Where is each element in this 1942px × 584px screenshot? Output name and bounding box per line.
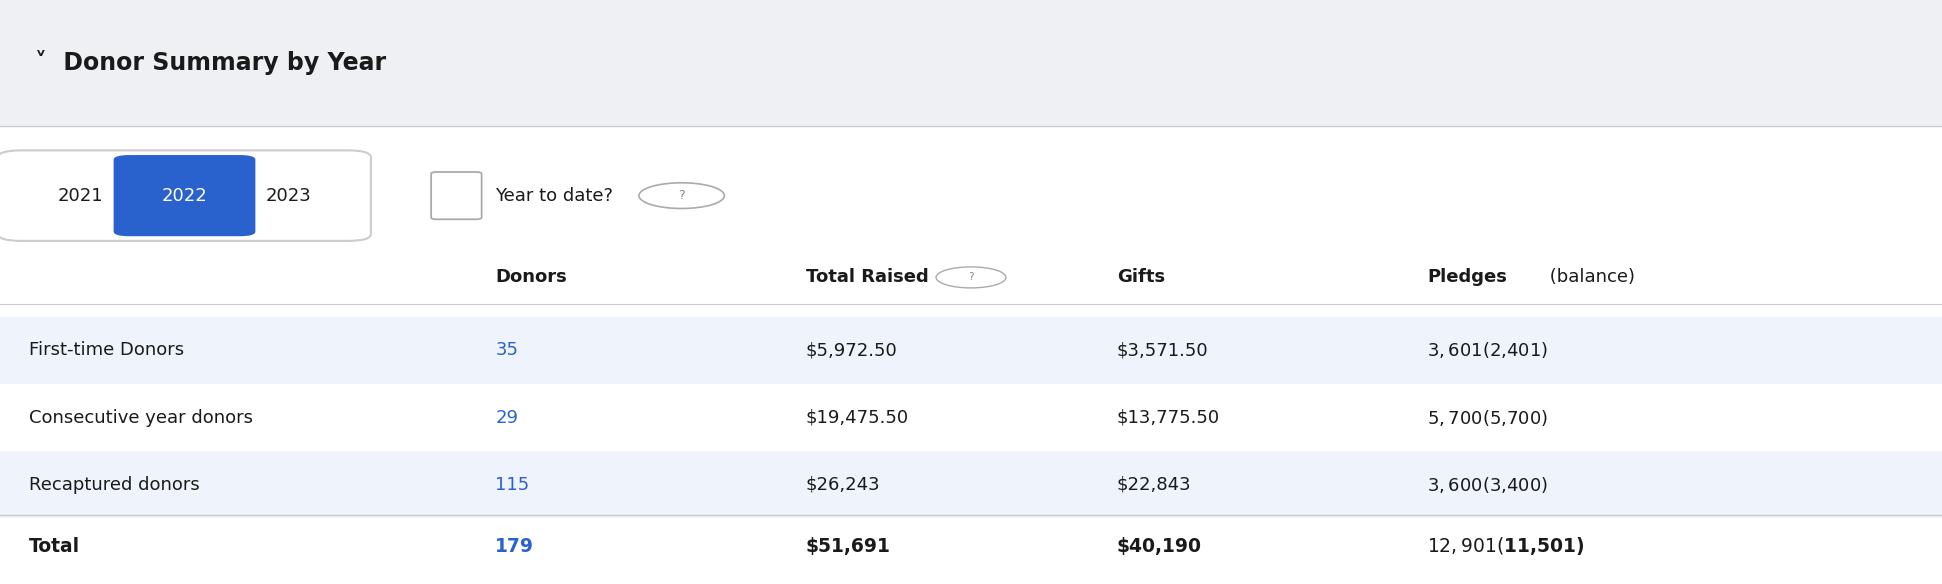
Text: (balance): (balance) xyxy=(1544,269,1635,286)
Text: ?: ? xyxy=(969,272,973,283)
Text: Year to date?: Year to date? xyxy=(495,187,614,204)
Text: 29: 29 xyxy=(495,409,519,426)
FancyBboxPatch shape xyxy=(0,317,1942,384)
Text: 2022: 2022 xyxy=(161,187,208,204)
FancyBboxPatch shape xyxy=(431,172,482,219)
Text: $3,600 ($3,400): $3,600 ($3,400) xyxy=(1427,475,1548,495)
Text: $3,571.50: $3,571.50 xyxy=(1117,342,1208,359)
Text: Total: Total xyxy=(29,537,80,555)
FancyBboxPatch shape xyxy=(0,0,1942,126)
Text: $12,901 ($11,501): $12,901 ($11,501) xyxy=(1427,535,1585,557)
Text: $13,775.50: $13,775.50 xyxy=(1117,409,1220,426)
Text: Pledges: Pledges xyxy=(1427,269,1507,286)
Text: $26,243: $26,243 xyxy=(806,476,880,493)
FancyBboxPatch shape xyxy=(0,451,1942,519)
Text: ?: ? xyxy=(678,189,686,202)
Text: $5,700 ($5,700): $5,700 ($5,700) xyxy=(1427,408,1548,427)
Text: ˅  Donor Summary by Year: ˅ Donor Summary by Year xyxy=(35,50,386,75)
Text: $40,190: $40,190 xyxy=(1117,537,1202,555)
Text: Recaptured donors: Recaptured donors xyxy=(29,476,200,493)
FancyBboxPatch shape xyxy=(113,155,256,237)
Text: $19,475.50: $19,475.50 xyxy=(806,409,909,426)
Text: Gifts: Gifts xyxy=(1117,269,1165,286)
Text: Total Raised: Total Raised xyxy=(806,269,928,286)
Text: 35: 35 xyxy=(495,342,519,359)
Text: Donors: Donors xyxy=(495,269,567,286)
Text: 2023: 2023 xyxy=(266,187,311,204)
Text: $3,601 ($2,401): $3,601 ($2,401) xyxy=(1427,340,1548,360)
Text: $5,972.50: $5,972.50 xyxy=(806,342,897,359)
Text: First-time Donors: First-time Donors xyxy=(29,342,184,359)
Text: 179: 179 xyxy=(495,537,534,555)
Text: 115: 115 xyxy=(495,476,530,493)
FancyBboxPatch shape xyxy=(0,384,1942,451)
Text: $51,691: $51,691 xyxy=(806,537,891,555)
Text: Consecutive year donors: Consecutive year donors xyxy=(29,409,252,426)
Text: $22,843: $22,843 xyxy=(1117,476,1190,493)
Text: 2021: 2021 xyxy=(58,187,103,204)
FancyBboxPatch shape xyxy=(0,151,371,241)
